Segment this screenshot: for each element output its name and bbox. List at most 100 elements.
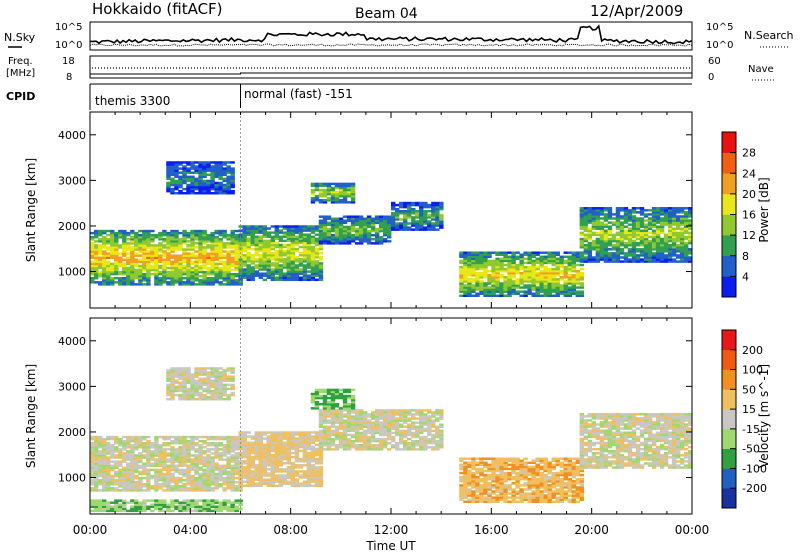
power-cell <box>214 229 219 233</box>
power-cell <box>431 212 436 215</box>
power-cell <box>543 257 548 261</box>
power-cell <box>671 207 677 210</box>
power-cell <box>334 197 340 200</box>
velocity-cell <box>370 446 376 449</box>
velocity-cell <box>294 451 300 455</box>
velocity-cell <box>310 447 316 451</box>
power-cell <box>158 246 163 249</box>
velocity-cell <box>90 456 95 459</box>
power-cell <box>499 261 504 265</box>
power-cell <box>106 246 111 249</box>
power-cell <box>126 242 131 245</box>
velocity-cell <box>198 458 203 461</box>
power-cell <box>182 258 187 261</box>
velocity-cell <box>110 478 115 482</box>
noise-search-line <box>89 43 693 47</box>
power-cell <box>118 233 123 237</box>
velocity-cell <box>354 439 360 443</box>
power-cell <box>122 233 127 237</box>
power-cell <box>631 258 637 261</box>
power-cell <box>675 243 681 247</box>
power-cell <box>575 274 581 277</box>
power-cell <box>479 286 484 289</box>
velocity-cell <box>274 455 280 459</box>
power-cell <box>663 215 669 218</box>
velocity-cell <box>146 485 151 488</box>
power-cell <box>222 233 227 237</box>
velocity-cell <box>190 435 195 439</box>
velocity-cell <box>230 483 235 486</box>
power-cell <box>310 237 316 241</box>
velocity-cell <box>98 478 103 482</box>
velocity-cell <box>158 462 163 465</box>
power-cell <box>555 261 560 265</box>
power-cell <box>475 276 480 279</box>
velocity-cell <box>286 443 292 447</box>
velocity-cell <box>246 466 251 469</box>
velocity-cell <box>206 437 211 441</box>
power-cell <box>326 182 332 186</box>
power-cell <box>166 240 171 243</box>
velocity-cell <box>202 483 207 486</box>
power-cell <box>114 260 119 264</box>
velocity-cell <box>334 421 340 424</box>
velocity-cell <box>302 431 308 434</box>
power-cell <box>202 231 207 235</box>
power-cell <box>166 233 171 237</box>
power-cell <box>214 258 219 261</box>
velocity-cell <box>202 439 207 443</box>
power-cell <box>471 257 476 261</box>
power-cell <box>234 250 239 253</box>
power-cell <box>639 252 645 255</box>
power-cell <box>210 173 215 176</box>
velocity-cell <box>210 470 215 474</box>
power-cell <box>519 265 524 269</box>
power-cell <box>346 190 352 194</box>
power-cell <box>615 252 621 255</box>
power-cell <box>479 257 484 261</box>
power-cell <box>639 209 645 212</box>
power-cell <box>222 229 227 233</box>
power-cell <box>318 227 324 231</box>
velocity-cell <box>178 489 183 492</box>
power-cell <box>226 187 231 191</box>
power-cell <box>567 257 572 261</box>
velocity-cell <box>282 476 288 479</box>
power-cell <box>314 268 320 271</box>
velocity-cell <box>318 435 324 439</box>
velocity-cell <box>242 443 247 447</box>
power-cell <box>258 247 263 251</box>
power-cell <box>595 221 601 224</box>
power-cell <box>122 270 127 274</box>
power-cell <box>459 294 464 297</box>
power-cell <box>579 263 585 267</box>
power-cell <box>202 179 207 183</box>
velocity-cell <box>122 444 127 447</box>
noise-right-label: N.Search <box>744 29 794 42</box>
power-cell <box>483 271 488 275</box>
power-cell <box>539 269 544 273</box>
velocity-cell <box>234 472 239 476</box>
power-cell <box>146 277 151 280</box>
velocity-cell <box>130 487 135 490</box>
power-cell <box>623 217 629 220</box>
power-cell <box>306 245 312 249</box>
velocity-cell <box>318 462 324 465</box>
velocity-cell <box>298 449 304 453</box>
power-cell <box>431 207 436 211</box>
power-cell <box>214 248 219 251</box>
velocity-cell <box>178 437 183 441</box>
velocity-cell <box>130 448 135 451</box>
power-cell <box>258 249 263 253</box>
nave-label: Nave <box>748 64 774 75</box>
power-cell <box>262 274 267 277</box>
power-cell <box>178 268 183 272</box>
power-cell <box>146 235 151 239</box>
velocity-cell <box>114 472 119 476</box>
power-cell <box>346 225 352 229</box>
power-cell <box>471 294 476 297</box>
velocity-cell <box>318 468 324 471</box>
power-cell <box>362 223 368 227</box>
power-cell <box>326 227 332 231</box>
power-cell <box>495 253 500 256</box>
